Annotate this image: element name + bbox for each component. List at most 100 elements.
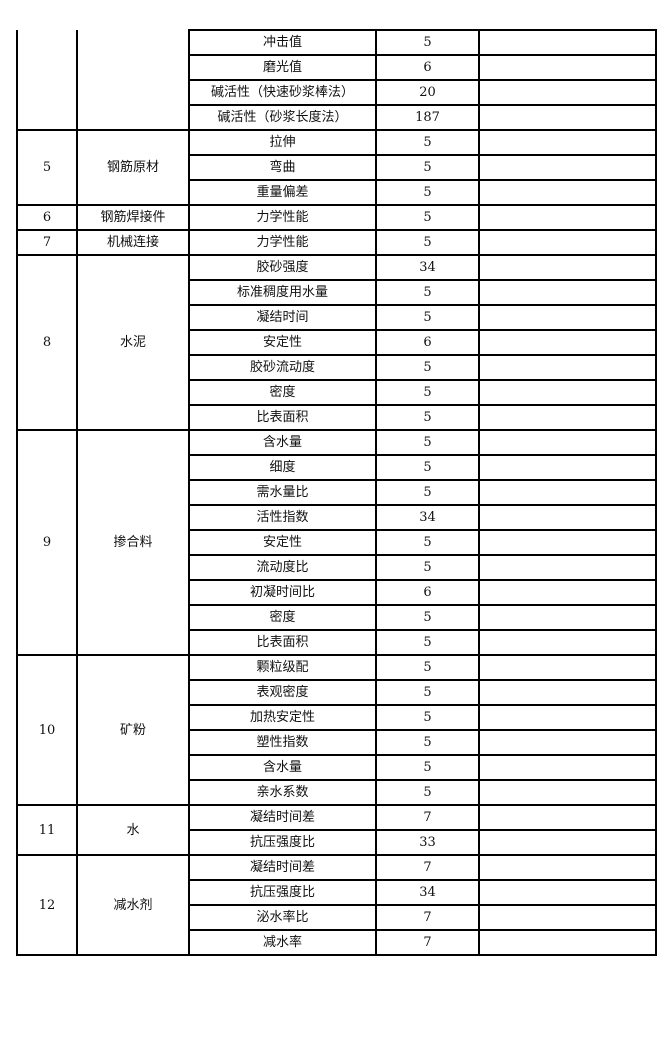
table-row: 12 减水剂 凝结时间差 7 <box>16 854 657 956</box>
count-cell: 5 <box>375 429 480 456</box>
parameter-cell: 比表面积 <box>188 629 377 656</box>
note-cell <box>478 604 657 631</box>
count-cell: 20 <box>375 79 480 106</box>
table-row: 重量偏差 5 <box>17 179 657 206</box>
material-cell: 钢筋焊接件 <box>76 204 190 231</box>
parameter-cell: 凝结时间差 <box>188 804 377 831</box>
note-cell <box>478 904 657 931</box>
row-number-cell: 9 <box>16 429 78 656</box>
row-number-cell: 5 <box>16 129 78 206</box>
note-cell <box>478 104 657 131</box>
note-cell <box>478 329 657 356</box>
material-cell: 钢筋原材 <box>76 129 190 206</box>
count-cell: 6 <box>375 329 480 356</box>
count-cell: 5 <box>375 354 480 381</box>
test-items-table: 冲击值 5 磨光值 6 碱活性（快速砂浆棒法） 20 碱活性（砂浆长度法） 187 5 钢筋原材拉… <box>16 29 657 956</box>
parameter-cell: 凝结时间差 <box>188 854 377 881</box>
count-cell: 5 <box>375 379 480 406</box>
count-cell: 7 <box>375 804 480 831</box>
count-cell: 5 <box>375 479 480 506</box>
table-row: 5 钢筋原材 拉伸 5 <box>16 129 657 206</box>
note-cell <box>478 129 657 156</box>
material-cell <box>76 30 190 131</box>
table-row: 磨光值 6 <box>17 54 657 81</box>
table-row: 安定性 6 <box>17 329 657 356</box>
note-cell <box>478 354 657 381</box>
table-row: 胶砂流动度 5 <box>17 354 657 381</box>
table-row: 减水率 7 <box>17 929 657 956</box>
note-cell <box>478 754 657 781</box>
parameter-cell: 亲水系数 <box>188 779 377 806</box>
table-row: 表观密度 5 <box>17 679 657 706</box>
count-cell: 5 <box>375 29 480 56</box>
count-cell: 34 <box>375 254 480 281</box>
parameter-cell: 弯曲 <box>188 154 377 181</box>
parameter-cell: 颗粒级配 <box>188 654 377 681</box>
count-cell: 5 <box>375 754 480 781</box>
count-cell: 5 <box>375 179 480 206</box>
note-cell <box>478 279 657 306</box>
count-cell: 5 <box>375 154 480 181</box>
table-row: 9 掺合料 含水量 5 <box>16 429 657 656</box>
material-cell: 水 <box>76 804 190 856</box>
note-cell <box>478 254 657 281</box>
table-row: 细度 5 <box>17 454 657 481</box>
count-cell: 33 <box>375 829 480 856</box>
parameter-cell: 凝结时间 <box>188 304 377 331</box>
note-cell <box>478 429 657 456</box>
count-cell: 7 <box>375 854 480 881</box>
table-row: 碱活性（快速砂浆棒法） 20 <box>17 79 657 106</box>
count-cell: 5 <box>375 679 480 706</box>
note-cell <box>478 729 657 756</box>
note-cell <box>478 854 657 881</box>
parameter-cell: 拉伸 <box>188 129 377 156</box>
note-cell <box>478 379 657 406</box>
table-body: 冲击值 5 磨光值 6 碱活性（快速砂浆棒法） 20 碱活性（砂浆长度法） 187 5 钢筋原材拉… <box>16 29 657 956</box>
count-cell: 5 <box>375 454 480 481</box>
parameter-cell: 加热安定性 <box>188 704 377 731</box>
count-cell: 5 <box>375 204 480 231</box>
table-row: 凝结时间 5 <box>17 304 657 331</box>
table-row: 抗压强度比 33 <box>17 829 657 856</box>
row-number-cell: 7 <box>16 229 78 256</box>
row-number-cell: 10 <box>16 654 78 806</box>
parameter-cell: 泌水率比 <box>188 904 377 931</box>
parameter-cell: 初凝时间比 <box>188 579 377 606</box>
table-row: 活性指数 34 <box>17 504 657 531</box>
note-cell <box>478 479 657 506</box>
parameter-cell: 流动度比 <box>188 554 377 581</box>
row-number-cell: 11 <box>16 804 78 856</box>
note-cell <box>478 779 657 806</box>
table-row: 安定性 5 <box>17 529 657 556</box>
note-cell <box>478 654 657 681</box>
parameter-cell: 减水率 <box>188 929 377 956</box>
note-cell <box>478 804 657 831</box>
note-cell <box>478 454 657 481</box>
parameter-cell: 抗压强度比 <box>188 879 377 906</box>
note-cell <box>478 679 657 706</box>
count-cell: 5 <box>375 229 480 256</box>
table-row: 抗压强度比 34 <box>17 879 657 906</box>
table-row: 10 矿粉 颗粒级配 5 <box>16 654 657 806</box>
table-row: 流动度比 5 <box>17 554 657 581</box>
parameter-cell: 冲击值 <box>188 29 377 56</box>
count-cell: 187 <box>375 104 480 131</box>
parameter-cell: 抗压强度比 <box>188 829 377 856</box>
parameter-cell: 碱活性（砂浆长度法） <box>188 104 377 131</box>
parameter-cell: 碱活性（快速砂浆棒法） <box>188 79 377 106</box>
parameter-cell: 表观密度 <box>188 679 377 706</box>
note-cell <box>478 529 657 556</box>
parameter-cell: 力学性能 <box>188 229 377 256</box>
row-number-cell: 6 <box>16 204 78 231</box>
parameter-cell: 安定性 <box>188 529 377 556</box>
table-row: 密度 5 <box>17 604 657 631</box>
note-cell <box>478 579 657 606</box>
count-cell: 34 <box>375 504 480 531</box>
material-cell: 水泥 <box>76 254 190 431</box>
table-row: 塑性指数 5 <box>17 729 657 756</box>
table-row: 8 水泥 胶砂强度 34 <box>16 254 657 431</box>
note-cell <box>478 554 657 581</box>
parameter-cell: 含水量 <box>188 429 377 456</box>
material-cell: 减水剂 <box>76 854 190 956</box>
note-cell <box>478 179 657 206</box>
